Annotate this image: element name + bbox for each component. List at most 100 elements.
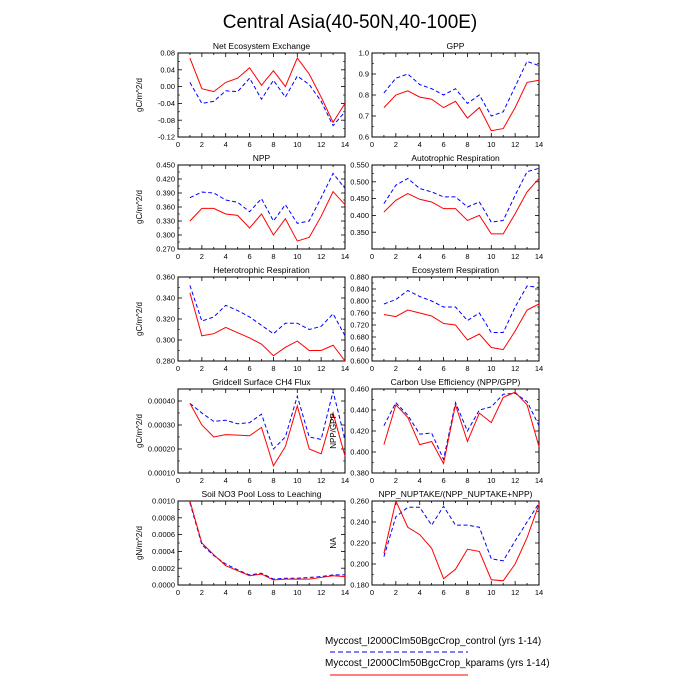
y-tick-label: 0.00 — [160, 82, 175, 91]
y-tick-label: 0.800 — [350, 297, 369, 306]
y-axis-label: gN/m^2/d — [135, 526, 144, 560]
panel-title: Autotrophic Respiration — [411, 153, 500, 163]
x-tick-label: 6 — [247, 588, 251, 597]
x-tick-label: 14 — [535, 588, 543, 597]
y-tick-label: 0.340 — [156, 294, 175, 303]
y-tick-label: 0.00010 — [148, 469, 175, 478]
y-tick-label: 0.500 — [350, 177, 369, 186]
series-line-kparams — [383, 499, 540, 582]
y-tick-label: 0.00030 — [148, 421, 175, 430]
panel-title: NPP_NUPTAKE/(NPP_NUPTAKE+NPP) — [379, 489, 533, 499]
x-tick-label: 0 — [176, 252, 180, 261]
x-tick-label: 6 — [247, 476, 251, 485]
x-tick-label: 4 — [224, 140, 228, 149]
x-tick-label: 0 — [370, 252, 374, 261]
x-tick-label: 14 — [341, 252, 349, 261]
y-tick-label: 0.420 — [156, 175, 175, 184]
y-tick-label: 0.360 — [156, 203, 175, 212]
y-tick-label: 0.9 — [359, 70, 369, 79]
y-tick-label: 0.300 — [156, 231, 175, 240]
x-tick-label: 14 — [341, 140, 349, 149]
series-line-control — [383, 502, 540, 562]
x-tick-label: 8 — [271, 140, 275, 149]
x-tick-label: 2 — [200, 588, 204, 597]
y-tick-label: 0.330 — [156, 217, 175, 226]
x-tick-label: 10 — [487, 588, 495, 597]
x-tick-label: 2 — [200, 476, 204, 485]
y-axis-label: gC/m^2/d — [135, 78, 144, 112]
y-tick-label: 0.450 — [156, 161, 175, 170]
x-tick-label: 8 — [465, 252, 469, 261]
chart-panel-1: GPP 0 2 4 6 8 10 12 14 1.0 0.9 0.8 0.7 0.6 — [359, 41, 544, 149]
y-tick-label: 0.7 — [359, 112, 369, 121]
series-line-control — [189, 75, 346, 127]
y-axis-label: NA — [329, 537, 338, 549]
x-tick-label: 2 — [200, 140, 204, 149]
x-tick-label: 6 — [441, 364, 445, 373]
x-tick-label: 0 — [370, 364, 374, 373]
panel-title: GPP — [447, 41, 465, 51]
x-tick-label: 4 — [418, 252, 422, 261]
x-tick-label: 2 — [200, 252, 204, 261]
x-tick-label: 4 — [224, 252, 228, 261]
y-tick-label: 0.400 — [350, 211, 369, 220]
plot-frame — [177, 164, 346, 250]
y-tick-label: 0.460 — [350, 385, 369, 394]
x-tick-label: 12 — [317, 588, 325, 597]
panel-title: Ecosystem Respiration — [412, 265, 499, 275]
x-tick-label: 10 — [293, 252, 301, 261]
y-tick-label: 0.380 — [350, 469, 369, 478]
y-tick-label: 0.0004 — [152, 547, 175, 556]
plot-frame — [177, 276, 346, 362]
x-tick-label: 6 — [247, 252, 251, 261]
chart-panel-7: Carbon Use Efficiency (NPP/GPP) NPP/GPP 0 2… — [329, 377, 543, 485]
panels-grid: Net Ecosystem Exchange gC/m^2/d 0 2 4 6 8 10 12 1… — [135, 41, 543, 597]
x-tick-label: 12 — [317, 476, 325, 485]
x-tick-label: 4 — [224, 476, 228, 485]
y-tick-label: 0.550 — [350, 161, 369, 170]
x-tick-label: 8 — [271, 588, 275, 597]
plot-frame — [177, 500, 346, 586]
plot-frame — [371, 500, 540, 586]
panel-title: Soil NO3 Pool Loss to Leaching — [201, 489, 321, 499]
y-tick-label: 0.280 — [156, 357, 175, 366]
y-tick-label: 1.0 — [359, 49, 369, 58]
x-tick-label: 4 — [418, 140, 422, 149]
x-tick-label: 12 — [317, 252, 325, 261]
x-tick-label: 14 — [535, 140, 543, 149]
y-axis-label: gC/m^2/d — [135, 302, 144, 336]
series-line-control — [383, 392, 540, 461]
chart-panel-4: Heterotrophic Respiration gC/m^2/d 0 2 4 6 8 10… — [135, 265, 349, 373]
y-tick-label: 0.240 — [350, 518, 369, 527]
series-line-kparams — [189, 292, 346, 362]
x-tick-label: 10 — [293, 588, 301, 597]
y-tick-label: -0.04 — [158, 99, 175, 108]
x-tick-label: 8 — [465, 476, 469, 485]
y-tick-label: 0.450 — [350, 194, 369, 203]
y-tick-label: 0.300 — [156, 336, 175, 345]
x-tick-label: 0 — [176, 364, 180, 373]
x-tick-label: 6 — [441, 476, 445, 485]
chart-panel-3: Autotrophic Respiration 0 2 4 6 8 10 12 14 0.550 0… — [350, 153, 543, 261]
y-tick-label: 0.8 — [359, 91, 369, 100]
y-tick-label: 0.320 — [156, 315, 175, 324]
y-tick-label: -0.08 — [158, 116, 175, 125]
y-tick-label: 0.00040 — [148, 397, 175, 406]
x-tick-label: 2 — [200, 364, 204, 373]
x-tick-label: 8 — [465, 140, 469, 149]
legend-label-control: Myccost_I2000Clm50BgcCrop_control (yrs 1… — [325, 636, 541, 647]
y-tick-label: 0.880 — [350, 273, 369, 282]
y-tick-label: 0.0008 — [152, 513, 175, 522]
x-tick-label: 12 — [317, 364, 325, 373]
chart-panel-8: Soil NO3 Pool Loss to Leaching gN/m^2/d 0 2… — [135, 489, 349, 597]
x-tick-label: 14 — [341, 364, 349, 373]
x-tick-label: 6 — [441, 140, 445, 149]
x-tick-label: 0 — [370, 140, 374, 149]
x-tick-label: 6 — [247, 364, 251, 373]
x-tick-label: 6 — [441, 252, 445, 261]
x-tick-label: 10 — [487, 364, 495, 373]
x-tick-label: 12 — [317, 140, 325, 149]
y-tick-label: 0.00020 — [148, 445, 175, 454]
series-line-control — [383, 60, 540, 117]
x-tick-label: 4 — [418, 588, 422, 597]
